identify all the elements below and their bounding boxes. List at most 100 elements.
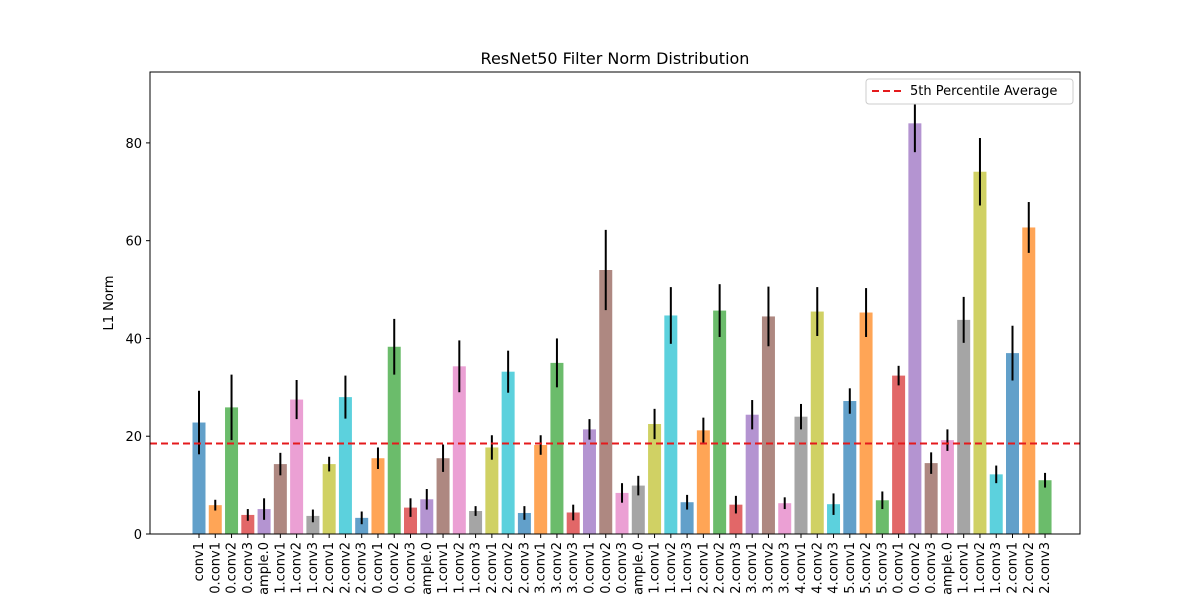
bar: [957, 319, 971, 534]
bar: [257, 509, 271, 534]
x-tick-label: 1.conv3: [680, 542, 695, 594]
x-tick-label: 1.conv2: [452, 542, 467, 594]
bar: [810, 311, 824, 534]
x-tick-label: conv1: [192, 542, 207, 581]
x-tick-label: 0.conv2: [225, 542, 240, 594]
x-tick-label: 2.conv1: [322, 542, 337, 594]
x-tick-label: 1.conv2: [973, 542, 988, 594]
bar: [924, 463, 938, 534]
x-tick-label: ample.0: [940, 542, 955, 595]
y-tick-label: 20: [125, 430, 142, 445]
x-tick-label: 3.conv3: [778, 542, 793, 594]
bar: [696, 430, 710, 534]
x-tick-label: 0.conv3: [924, 542, 939, 594]
x-tick-label: 3.conv1: [534, 542, 549, 594]
x-tick-label: 1.conv3: [469, 542, 484, 594]
x-tick-label: 2.conv2: [713, 542, 728, 594]
bar: [436, 458, 450, 534]
bar: [875, 500, 889, 534]
bar: [517, 512, 531, 534]
x-tick-label: 1.conv1: [273, 542, 288, 594]
x-tick-label: 0.conv2: [387, 542, 402, 594]
bar: [469, 511, 483, 534]
x-tick-label: 4.conv1: [794, 542, 809, 594]
bar: [1022, 227, 1036, 534]
bar: [892, 375, 906, 534]
x-tick-label: 1.conv3: [306, 542, 321, 594]
bar: [387, 346, 401, 534]
bar: [680, 502, 694, 534]
x-tick-label: 1.conv1: [957, 542, 972, 594]
y-axis-label: L1 Norm: [102, 275, 117, 330]
bar: [582, 429, 596, 534]
x-tick-label: 0.conv3: [615, 542, 630, 594]
error-bars-group: [198, 94, 1047, 525]
legend-box: [865, 78, 1074, 105]
x-tick-label: 1.conv2: [290, 542, 305, 594]
x-tick-label: 1.conv2: [664, 542, 679, 594]
bar: [290, 399, 304, 534]
x-tick-label: 0.conv2: [908, 542, 923, 594]
bar: [452, 366, 466, 534]
bar: [794, 416, 808, 534]
y-tick-label: 60: [125, 235, 142, 250]
x-tick-label: 5.conv1: [843, 542, 858, 594]
legend-label-threshold: 5th Percentile Average: [910, 84, 1057, 99]
bar: [615, 492, 629, 534]
x-tick-label: ample.0: [257, 542, 272, 595]
x-tick-label: 3.conv3: [566, 542, 581, 594]
bar: [501, 371, 515, 534]
bar: [940, 440, 954, 534]
x-tick-label: 2.conv1: [696, 542, 711, 594]
bar: [225, 407, 239, 534]
x-tick-label: 2.conv3: [517, 542, 532, 594]
x-tick-label: 2.conv2: [501, 542, 516, 594]
y-tick-label: 80: [125, 137, 142, 152]
bar: [306, 515, 320, 534]
bar: [648, 424, 662, 534]
y-axis: 0 20 40 60 80: [125, 137, 150, 543]
x-tick-label: 0.conv3: [404, 542, 419, 594]
x-tick-label: 3.conv1: [745, 542, 760, 594]
x-tick-label: 2.conv3: [729, 542, 744, 594]
x-tick-label: 0.conv3: [241, 542, 256, 594]
bar: [534, 445, 548, 534]
bar: [1038, 480, 1052, 534]
bar: [989, 474, 1003, 534]
x-tick-label: 2.conv3: [355, 542, 370, 594]
x-tick-label: 2.conv1: [1006, 542, 1021, 594]
x-tick-label: 4.conv2: [810, 542, 825, 594]
legend: 5th Percentile Average: [865, 78, 1074, 105]
bar: [273, 464, 287, 534]
x-tick-label: 2.conv2: [338, 542, 353, 594]
x-tick-label: 0.conv2: [599, 542, 614, 594]
x-axis: conv1 0.conv1 0.conv2 0.conv3 ample.0 1.conv1…: [192, 534, 1053, 595]
plot-frame: [149, 71, 1081, 535]
bar: [550, 362, 564, 534]
bar: [485, 447, 499, 534]
x-tick-label: 2.conv1: [485, 542, 500, 594]
bar: [338, 397, 352, 534]
x-tick-label: 2.conv3: [1038, 542, 1053, 594]
x-tick-label: 1.conv1: [436, 542, 451, 594]
x-tick-label: ample.0: [631, 542, 646, 595]
bar: [208, 505, 222, 534]
x-tick-label: 2.conv2: [1022, 542, 1037, 594]
x-tick-label: ample.0: [420, 542, 435, 595]
y-tick-label: 40: [125, 332, 142, 347]
bar: [778, 503, 792, 534]
x-tick-label: 1.conv1: [648, 542, 663, 594]
bar: [745, 414, 759, 534]
x-tick-label: 0.conv1: [892, 542, 907, 594]
bar: [322, 464, 336, 534]
bar: [566, 512, 580, 534]
bars-group: [192, 123, 1052, 535]
chart-title: ResNet50 Filter Norm Distribution: [481, 49, 750, 68]
bar: [729, 504, 743, 534]
x-tick-label: 3.conv2: [761, 542, 776, 594]
x-tick-label: 5.conv3: [875, 542, 890, 594]
y-tick-label: 0: [134, 528, 142, 543]
x-tick-label: 4.conv3: [827, 542, 842, 594]
bar: [404, 507, 418, 534]
